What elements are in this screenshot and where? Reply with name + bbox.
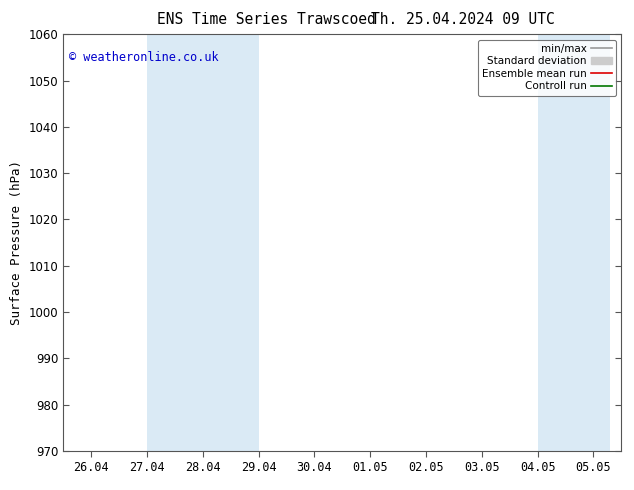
Bar — [633, 34, 634, 451]
Text: ENS Time Series Trawscoed: ENS Time Series Trawscoed — [157, 12, 376, 27]
Text: Th. 25.04.2024 09 UTC: Th. 25.04.2024 09 UTC — [371, 12, 555, 27]
Text: © weatheronline.co.uk: © weatheronline.co.uk — [69, 51, 219, 64]
Bar — [147, 34, 259, 451]
Bar — [538, 34, 610, 451]
Y-axis label: Surface Pressure (hPa): Surface Pressure (hPa) — [10, 160, 23, 325]
Legend: min/max, Standard deviation, Ensemble mean run, Controll run: min/max, Standard deviation, Ensemble me… — [478, 40, 616, 96]
